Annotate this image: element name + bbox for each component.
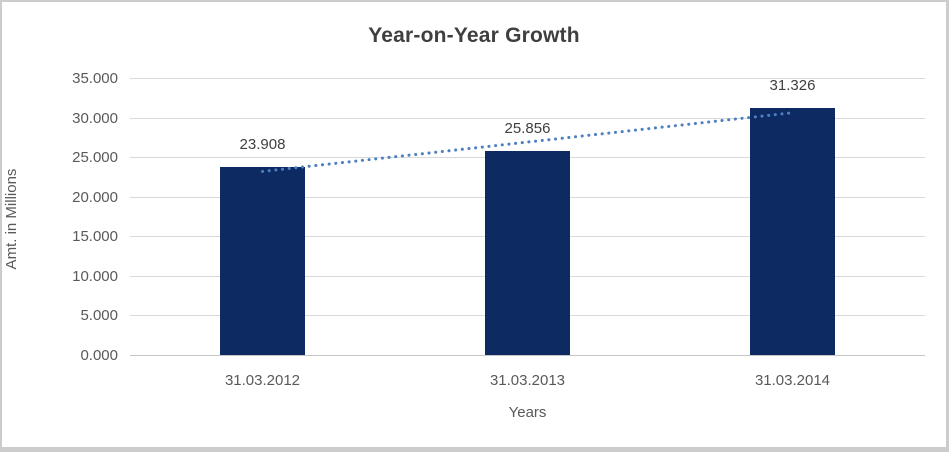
x-axis-title: Years [508, 404, 547, 421]
y-tick-label: 30.000 [72, 109, 118, 127]
bar-data-label: 25.856 [504, 120, 551, 138]
x-tick-label: 31.03.2013 [489, 372, 566, 389]
trendline[interactable] [130, 79, 925, 356]
bar-31.03.2012[interactable] [220, 166, 305, 356]
x-axis-line [130, 355, 925, 356]
y-tick-label: 25.000 [72, 149, 118, 167]
chart-title: Year-on-Year Growth [368, 24, 580, 47]
bar-data-label: 31.326 [769, 77, 816, 95]
y-tick-label: 35.000 [72, 70, 118, 87]
gridline [130, 117, 925, 119]
gridline [130, 78, 925, 79]
y-axis-title: Amt. in Millions [3, 168, 20, 270]
bar-31.03.2014[interactable] [750, 108, 835, 356]
bar-31.03.2013[interactable] [485, 151, 570, 356]
x-tick-label: 31.03.2012 [224, 372, 301, 389]
y-tick-label: 5.000 [80, 307, 118, 325]
y-tick-label: 15.000 [72, 228, 118, 246]
bar-data-label: 23.908 [239, 135, 286, 153]
bars-layer: 23.908 25.856 31.326 [130, 77, 925, 356]
y-tick-label: 20.000 [72, 188, 118, 206]
plot-area: 23.908 25.856 31.326 [130, 77, 925, 356]
y-tick-label: 0.000 [80, 347, 118, 364]
y-tick-label: 10.000 [72, 267, 118, 285]
x-tick-label: 31.03.2014 [754, 372, 831, 389]
